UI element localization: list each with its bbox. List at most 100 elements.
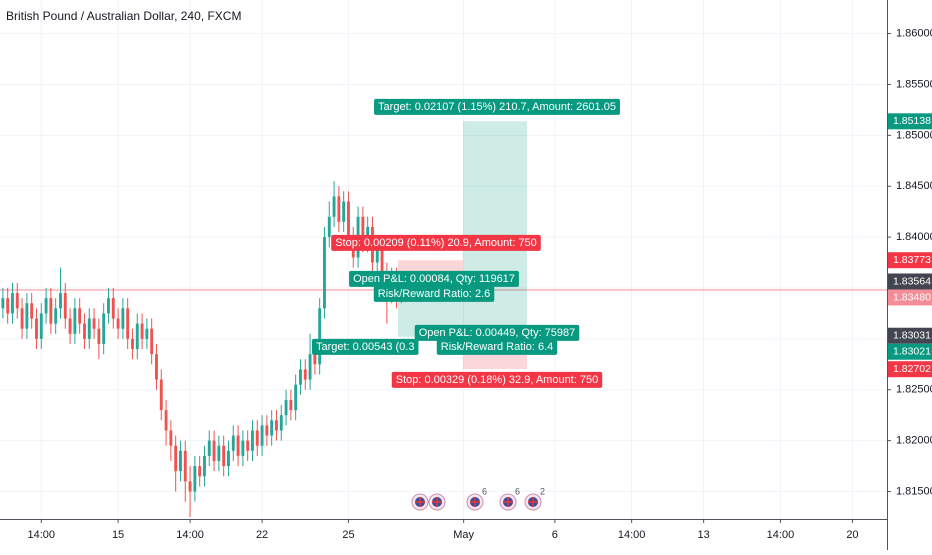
y-tick-label: 1.84500 xyxy=(896,180,932,192)
x-tick-label: 15 xyxy=(112,529,124,541)
price-tag xyxy=(888,289,932,306)
target-zone xyxy=(463,121,527,336)
candle-body xyxy=(188,481,192,492)
candle-body xyxy=(294,384,298,411)
candle-body xyxy=(174,445,178,472)
candle-body xyxy=(347,201,350,238)
candle-body xyxy=(236,435,240,456)
candle-body xyxy=(83,323,86,339)
candle-body xyxy=(217,445,221,461)
candle-body xyxy=(265,425,269,436)
candle-body xyxy=(241,440,245,456)
candle-body xyxy=(140,323,144,339)
candle-body xyxy=(87,318,91,339)
candle-body xyxy=(131,338,134,350)
candle-body xyxy=(318,308,322,365)
candle-body xyxy=(169,430,173,446)
candle-body xyxy=(97,328,101,344)
candle-body xyxy=(155,354,158,380)
position-label: Target: 0.02107 (1.15%) 210.7, Amount: 2… xyxy=(374,98,620,115)
x-tick-label: 20 xyxy=(846,529,858,541)
candle-body xyxy=(135,323,139,350)
position-label-text: Open P&L: 0.00449, Qty: 75987 xyxy=(419,327,576,339)
candle-body xyxy=(246,440,250,451)
position-label-bg xyxy=(349,270,519,287)
candle-body xyxy=(279,415,283,431)
candle-body xyxy=(337,196,341,222)
candle-body xyxy=(111,298,115,319)
candle-body xyxy=(11,293,14,314)
candle-body xyxy=(308,354,312,380)
candle-body xyxy=(179,450,182,472)
position-label: Risk/Reward Ratio: 6.4 xyxy=(436,338,558,355)
position-label-text: Open P&L: 0.00084, Qty: 119617 xyxy=(353,273,515,285)
event-count: 6 xyxy=(482,486,487,496)
candle-body xyxy=(284,399,288,416)
candle-body xyxy=(6,298,10,314)
candle-body xyxy=(342,201,346,222)
candle-body xyxy=(44,298,48,314)
y-tick-label: 1.86000 xyxy=(896,27,932,39)
price-tag-label: 1.85138 xyxy=(893,115,931,127)
candle-body xyxy=(380,247,384,273)
position-label: Open P&L: 0.00449, Qty: 75987 xyxy=(414,324,580,341)
position-label-bg xyxy=(331,234,541,251)
candle-body xyxy=(92,318,96,329)
candle-body xyxy=(73,308,77,334)
position-label-text: Risk/Reward Ratio: 2.6 xyxy=(378,288,491,300)
position-labels: Stop: 0.00209 (0.11%) 20.9, Amount: 750 T… xyxy=(312,98,620,388)
candle-body xyxy=(25,303,29,329)
candle-body xyxy=(198,466,202,477)
candle-body xyxy=(203,455,206,477)
candle-body xyxy=(327,216,331,238)
candle-body xyxy=(78,308,82,324)
x-tick-label: 14:00 xyxy=(176,529,204,541)
price-tag xyxy=(888,273,932,290)
position-label-text: Risk/Reward Ratio: 6.4 xyxy=(441,341,554,353)
position-label-text: Target: 0.02107 (1.15%) 210.7, Amount: 2… xyxy=(378,101,616,113)
candle-body xyxy=(68,318,72,334)
candle-body xyxy=(54,308,58,324)
candle-body xyxy=(231,435,235,451)
x-tick-label: 14:00 xyxy=(28,529,56,541)
candle-body xyxy=(260,425,264,446)
price-tag-label: 1.83773 xyxy=(893,254,931,266)
candle-body xyxy=(251,430,254,451)
x-tick-label: 14:00 xyxy=(767,529,795,541)
position-label: Target: 0.00543 (0.3 xyxy=(312,338,419,355)
candle-body xyxy=(116,318,120,329)
position-label-bg xyxy=(373,285,495,302)
candle-body xyxy=(150,328,154,355)
candle-body xyxy=(289,399,293,411)
candle-body xyxy=(255,430,259,446)
y-tick-label: 1.85000 xyxy=(896,129,932,141)
candle-body xyxy=(49,298,53,324)
position-label-text: Stop: 0.00209 (0.11%) 20.9, Amount: 750 xyxy=(335,237,537,249)
pnl-box: Open P&L: 0.00084, Qty: 119617 Risk/Rewar… xyxy=(349,270,519,302)
position-label-bg xyxy=(374,98,620,115)
x-tick-label: 14:00 xyxy=(618,529,646,541)
price-tag-label: 1.83564 xyxy=(893,275,931,287)
price-tag-label: 1.82702 xyxy=(893,363,931,375)
candle-body xyxy=(366,226,370,243)
candle-body xyxy=(20,308,24,329)
candle-body xyxy=(212,440,216,461)
price-tag xyxy=(888,361,932,378)
price-tag-label: 1.83480 xyxy=(893,291,931,303)
candle-body xyxy=(313,354,317,365)
y-tick-label: 1.82000 xyxy=(896,435,932,447)
candle-body xyxy=(63,293,67,319)
candle-body xyxy=(299,369,302,385)
y-tick-label: 1.84000 xyxy=(896,231,932,243)
candle-body xyxy=(39,313,43,339)
candle-body xyxy=(102,313,106,344)
axes: 1.815001.820001.825001.830001.835001.840… xyxy=(28,27,932,541)
candle-body xyxy=(145,328,149,339)
candle-body xyxy=(59,293,62,309)
price-tag xyxy=(888,327,932,344)
position-label-text: Target: 0.00543 (0.3 xyxy=(316,341,414,353)
x-tick-label: 22 xyxy=(256,529,268,541)
candle-body xyxy=(107,298,110,314)
